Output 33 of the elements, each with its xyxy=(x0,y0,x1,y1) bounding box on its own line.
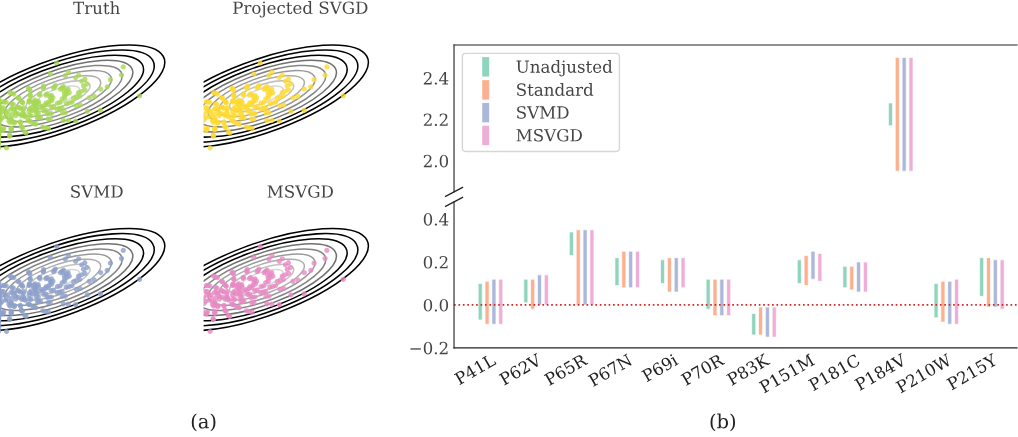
bar xyxy=(765,306,770,338)
legend-label: Standard xyxy=(517,83,594,96)
bar xyxy=(537,274,542,306)
y-tick-label: 0.4 xyxy=(423,213,449,226)
legend-label: MSVGD xyxy=(516,128,582,142)
y-tick-label: 0.2 xyxy=(423,255,448,269)
text: SVMD xyxy=(71,185,123,198)
y-tick-label: 2.0 xyxy=(423,154,449,168)
y-tick-label: 0.0 xyxy=(423,298,449,312)
bar xyxy=(569,231,574,256)
bar xyxy=(771,306,777,338)
bar xyxy=(635,250,640,289)
text: Projected SVGD xyxy=(233,1,368,18)
text: MSVGD xyxy=(267,185,333,198)
bar xyxy=(660,259,665,284)
bar xyxy=(863,261,868,293)
text: (b) xyxy=(710,413,736,432)
legend-label: Unadjusted xyxy=(516,60,613,77)
y-tick-label: 2.4 xyxy=(423,72,449,85)
bar xyxy=(758,306,763,336)
text: Truth xyxy=(73,1,120,15)
bar xyxy=(954,278,959,325)
bar xyxy=(856,261,861,293)
bar xyxy=(543,274,549,306)
x-tick-label: P69i xyxy=(641,353,679,383)
y-tick-label: 2.2 xyxy=(423,113,448,127)
bar xyxy=(751,313,757,336)
bar xyxy=(979,257,985,297)
text: (a) xyxy=(191,413,216,432)
bar xyxy=(667,257,672,293)
y-tick-label: −0.2 xyxy=(410,341,448,355)
legend-label: SVMD xyxy=(517,106,569,119)
bar xyxy=(986,257,991,308)
